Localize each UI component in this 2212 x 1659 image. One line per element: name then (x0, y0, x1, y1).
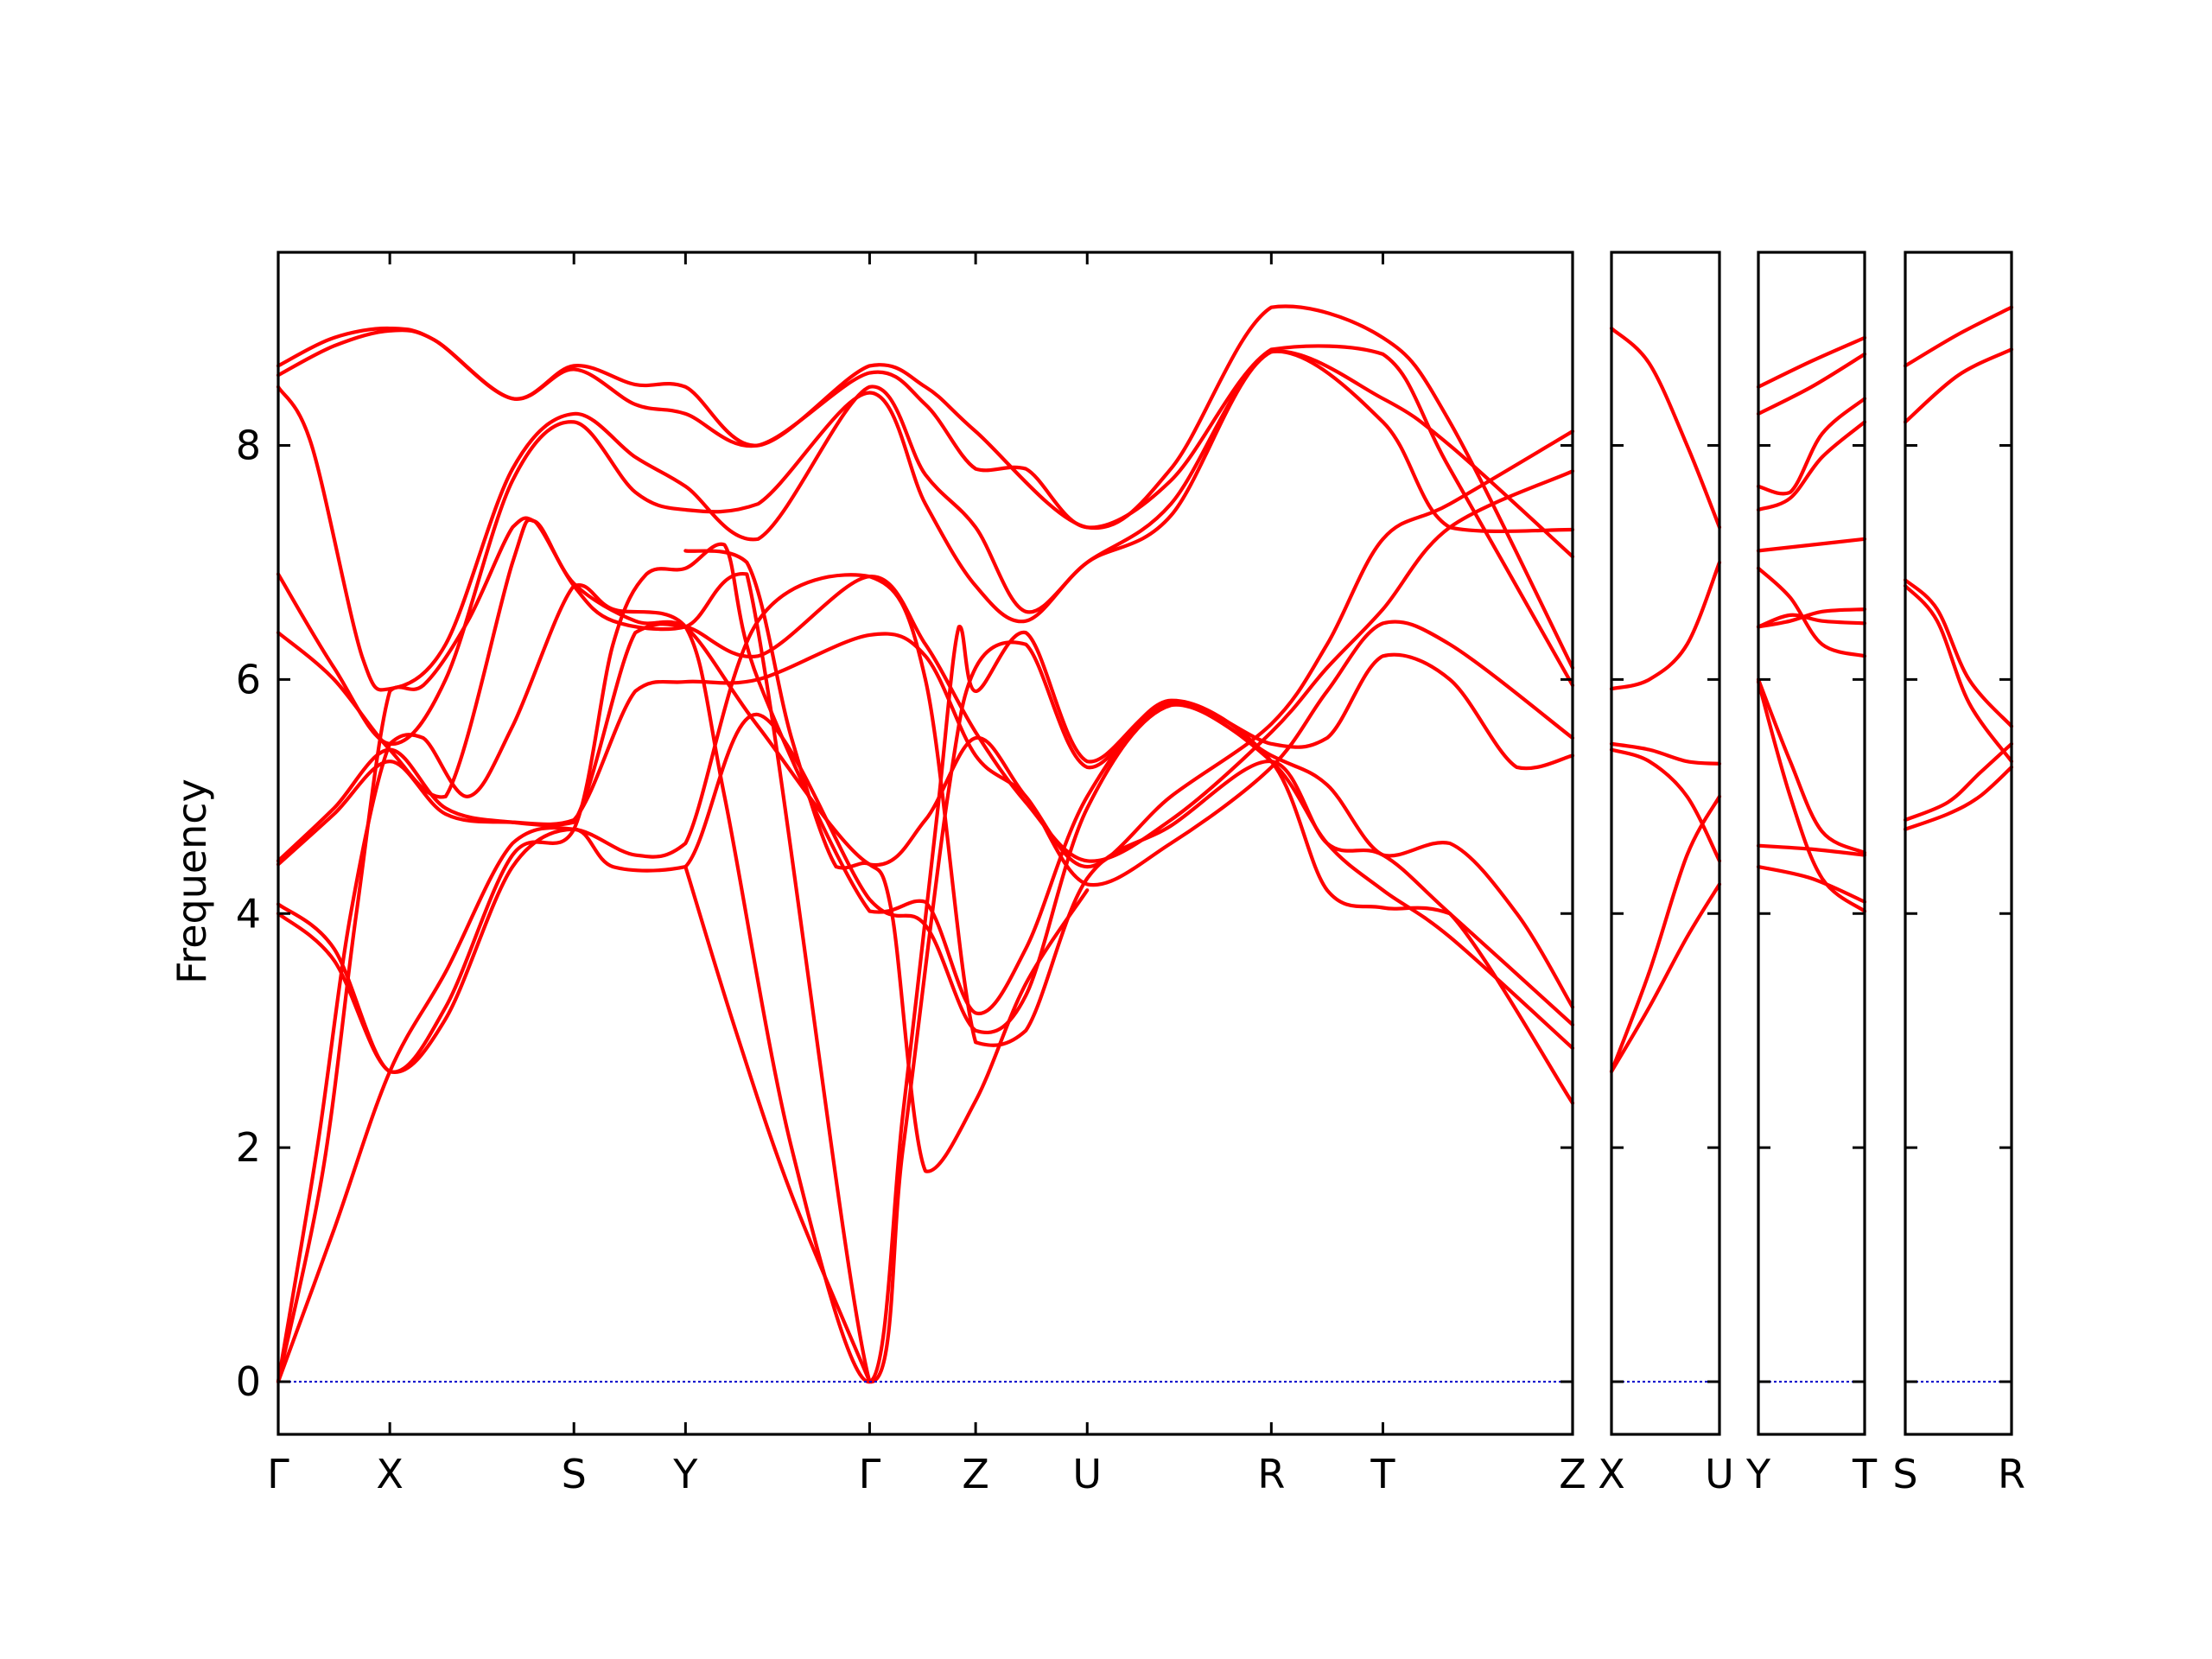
band-line-X-U-4 (1609, 747, 1722, 863)
band-line-main-2 (276, 328, 1575, 688)
panel-frames (276, 251, 2013, 1436)
band-line-main-9 (276, 702, 1575, 1075)
band-lines (276, 304, 2014, 1384)
xtick-label-Y-T-1: T (1852, 1451, 1878, 1497)
xtick-label-main-6: U (1072, 1451, 1102, 1497)
band-line-S-R-3 (1903, 578, 2014, 728)
ytick-label-2: 2 (236, 1124, 261, 1171)
band-line-main-5 (276, 429, 1575, 869)
band-line-X-U-3 (1609, 741, 1722, 766)
axis-ticks (276, 252, 2013, 1434)
xtick-label-S-R-0: S (1892, 1451, 1917, 1497)
xtick-label-main-0: Γ (267, 1451, 289, 1497)
band-line-main-8 (276, 542, 1575, 1074)
band-line-main-12 (276, 516, 1575, 1384)
xtick-label-Y-T-0: Y (1745, 1451, 1771, 1497)
band-line-S-R-1 (1903, 305, 2014, 368)
band-line-Y-T-9 (1756, 677, 1867, 855)
xtick-label-main-5: Z (962, 1451, 989, 1497)
band-line-main-7 (276, 620, 1575, 887)
panel-frame-Y-T (1757, 251, 1866, 1436)
band-line-main-4 (276, 349, 1575, 746)
xtick-label-main-3: Y (672, 1451, 698, 1497)
ytick-label-0: 0 (236, 1358, 261, 1405)
band-line-X-U-6 (1609, 882, 1722, 1074)
panel-frame-S-R (1904, 251, 2013, 1436)
band-line-X-U-2 (1609, 560, 1722, 691)
ytick-label-6: 6 (236, 656, 261, 702)
band-line-S-R-4 (1903, 583, 2014, 764)
xtick-label-S-R-1: R (1998, 1451, 2025, 1497)
xtick-label-X-U-1: U (1705, 1451, 1734, 1497)
panel-frame-X-U (1610, 251, 1721, 1436)
band-line-Y-T-10 (1756, 679, 1867, 913)
band-line-Y-T-11 (1756, 843, 1867, 857)
band-line-Y-T-4 (1756, 420, 1867, 512)
band-line-main-13 (683, 864, 872, 1384)
band-line-X-U-5 (1609, 794, 1722, 1074)
xtick-label-main-8: T (1370, 1451, 1395, 1497)
xtick-label-main-7: R (1257, 1451, 1285, 1497)
xtick-label-main-1: X (376, 1451, 404, 1497)
xtick-label-main-9: Z (1559, 1451, 1586, 1497)
band-line-main-14 (683, 549, 1090, 1173)
band-line-Y-T-5 (1756, 537, 1867, 553)
band-line-S-R-6 (1903, 765, 2014, 831)
panel-frame-main (276, 251, 1574, 1436)
band-line-main-6 (276, 469, 1575, 863)
band-line-Y-T-1 (1756, 335, 1867, 389)
y-axis-label: Frequency (168, 779, 215, 984)
band-line-Y-T-8 (1756, 613, 1867, 629)
xtick-label-main-2: S (562, 1451, 587, 1497)
band-line-Y-T-2 (1756, 352, 1867, 416)
band-line-main-11 (276, 583, 1575, 1384)
xtick-label-main-4: Γ (859, 1451, 881, 1497)
band-line-Y-T-12 (1756, 864, 1867, 904)
band-line-S-R-5 (1903, 741, 2014, 823)
ytick-label-4: 4 (236, 890, 261, 937)
band-line-S-R-2 (1903, 347, 2014, 424)
band-line-Y-T-3 (1756, 397, 1867, 496)
xtick-label-X-U-0: X (1598, 1451, 1625, 1497)
ytick-label-8: 8 (236, 422, 261, 468)
band-line-Y-T-6 (1756, 566, 1867, 658)
band-line-X-U-1 (1609, 326, 1722, 530)
